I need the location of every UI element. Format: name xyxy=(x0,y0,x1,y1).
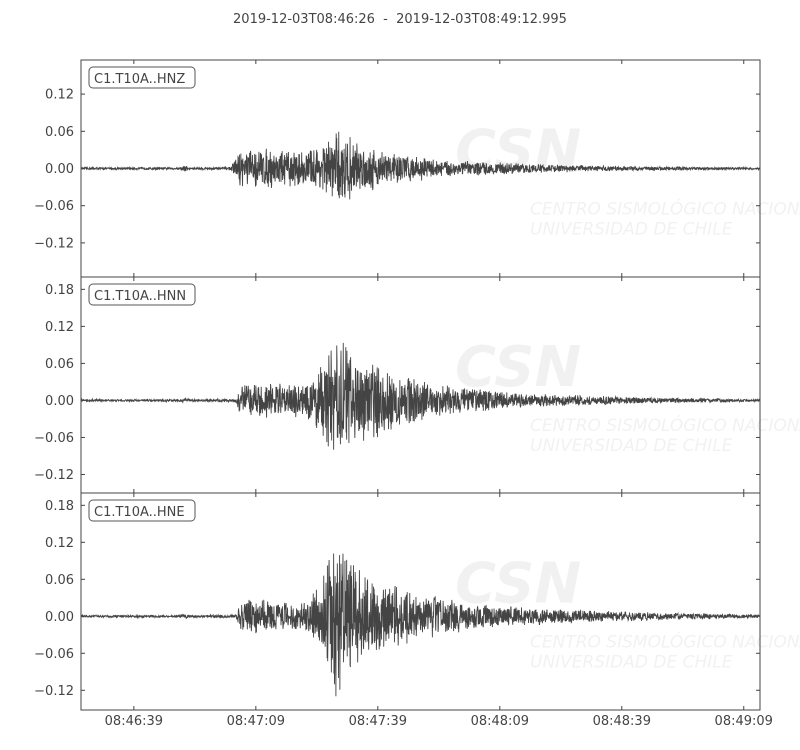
trace-label-box xyxy=(88,499,196,522)
y-tick-label: 0.06 xyxy=(45,125,74,140)
trace-label-box xyxy=(88,283,196,306)
chart-title: 2019-12-03T08:46:26 - 2019-12-03T08:49:1… xyxy=(233,12,567,27)
trace-panel-1: CSN CENTRO SISMOLÓGICO NACIONALUNIVERSIDA… xyxy=(34,59,800,278)
trace-label-box xyxy=(88,66,196,89)
y-tick-label: 0.00 xyxy=(45,610,74,625)
csn-watermark-logo: CSN CENTRO SISMOLÓGICO NACIONALUNIVERSIDA… xyxy=(455,118,800,239)
trace-label: C1.T10A..HNE xyxy=(94,505,185,520)
y-tick-label: 0.12 xyxy=(45,320,74,335)
watermark-logo-text: CSN xyxy=(455,335,581,400)
trace-panel-2: CSN CENTRO SISMOLÓGICO NACIONALUNIVERSIDA… xyxy=(34,276,800,494)
x-tick-label: 08:47:39 xyxy=(349,714,407,729)
x-tick-label: 08:46:39 xyxy=(105,714,163,729)
y-tick-label: 0.18 xyxy=(45,499,74,514)
axes-frame xyxy=(80,492,761,711)
y-tick-label: 0.06 xyxy=(45,573,74,588)
watermark-logo-text: CSN xyxy=(455,118,581,183)
trace-label: C1.T10A..HNN xyxy=(94,289,186,304)
waveform-line xyxy=(80,553,761,697)
waveform-line xyxy=(80,342,761,450)
y-tick-label: −0.12 xyxy=(34,684,74,699)
csn-watermark-logo: CSN CENTRO SISMOLÓGICO NACIONALUNIVERSIDA… xyxy=(455,551,800,672)
y-tick-label: 0.06 xyxy=(45,357,74,372)
trace-label: C1.T10A..HNZ xyxy=(94,72,185,87)
y-tick-label: −0.06 xyxy=(34,199,74,214)
trace-panel-3: CSN CENTRO SISMOLÓGICO NACIONALUNIVERSIDA… xyxy=(34,492,800,711)
watermark-line1: CENTRO SISMOLÓGICO NACIONAL xyxy=(530,630,800,652)
watermark-line2: UNIVERSIDAD DE CHILE xyxy=(530,652,733,672)
x-tick-label: 08:48:39 xyxy=(593,714,651,729)
watermark-line2: UNIVERSIDAD DE CHILE xyxy=(530,436,733,456)
y-tick-label: −0.12 xyxy=(34,468,74,483)
y-tick-label: 0.12 xyxy=(45,88,74,103)
watermark-line1: CENTRO SISMOLÓGICO NACIONAL xyxy=(530,197,800,219)
y-tick-label: −0.06 xyxy=(34,431,74,446)
x-tick-label: 08:49:09 xyxy=(715,714,773,729)
y-tick-label: −0.06 xyxy=(34,647,74,662)
x-tick-label: 08:47:09 xyxy=(227,714,285,729)
waveform-line xyxy=(80,131,761,200)
watermark-line2: UNIVERSIDAD DE CHILE xyxy=(530,219,733,239)
y-tick-label: −0.12 xyxy=(34,236,74,251)
y-tick-label: 0.00 xyxy=(45,162,74,177)
csn-watermark-logo: CSN CENTRO SISMOLÓGICO NACIONALUNIVERSIDA… xyxy=(455,335,800,456)
watermark-logo-text: CSN xyxy=(455,551,581,616)
x-tick-label: 08:48:09 xyxy=(471,714,529,729)
y-tick-label: 0.18 xyxy=(45,283,74,298)
y-tick-label: 0.12 xyxy=(45,536,74,551)
axes-frame xyxy=(80,276,761,494)
y-tick-label: 0.00 xyxy=(45,394,74,409)
watermark-line1: CENTRO SISMOLÓGICO NACIONAL xyxy=(530,414,800,436)
